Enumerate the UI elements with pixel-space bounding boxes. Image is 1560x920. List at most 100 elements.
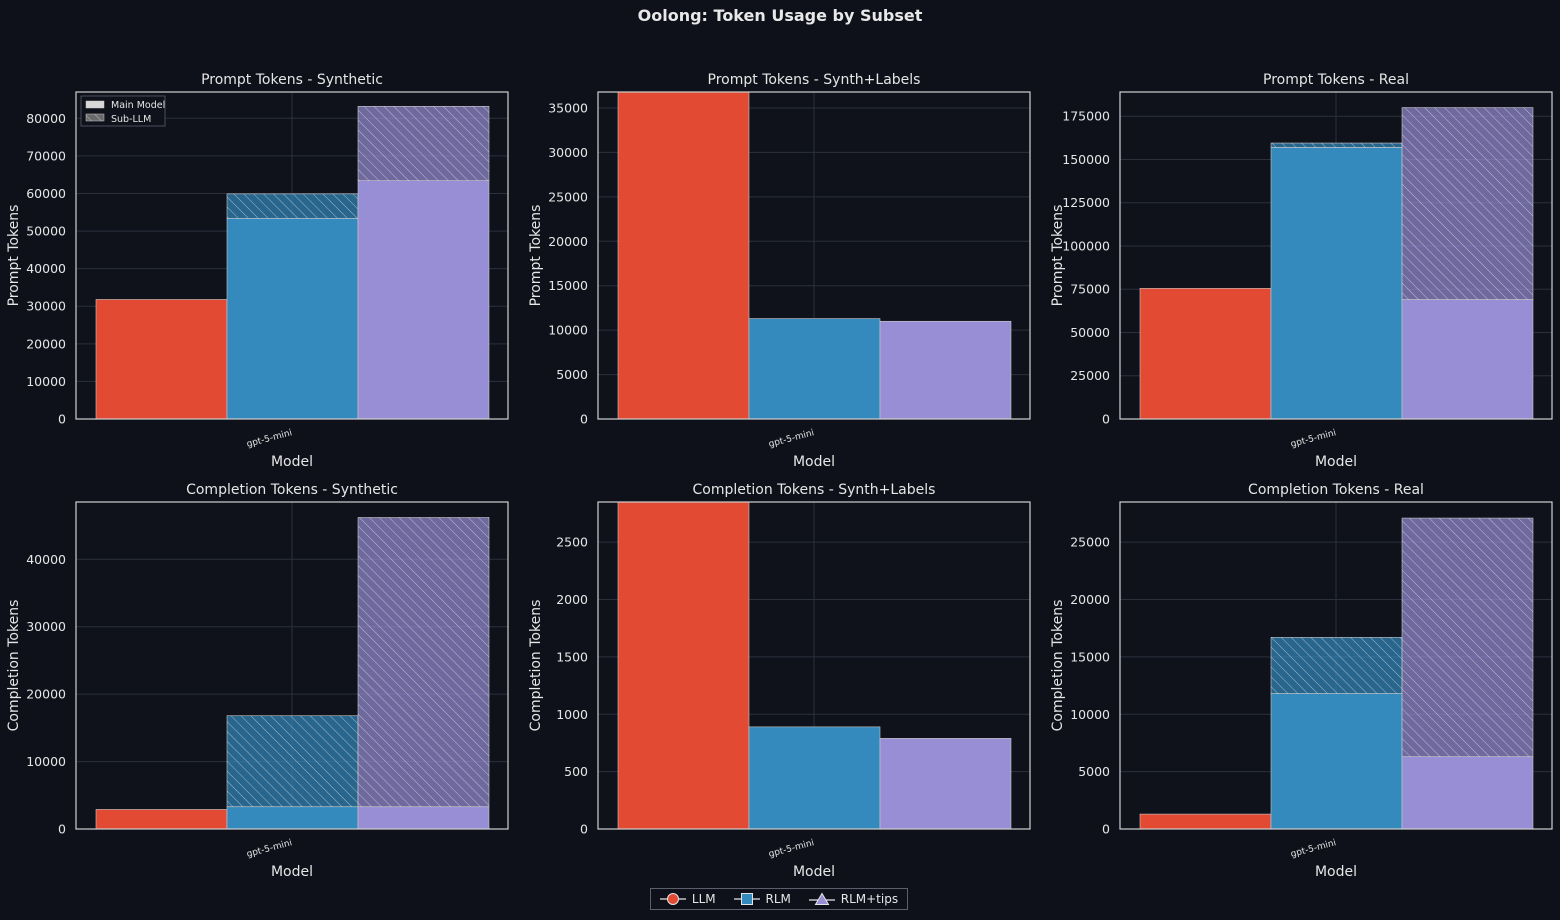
y-tick-label: 1000 — [556, 707, 588, 722]
y-tick-label: 15000 — [548, 278, 588, 293]
legend-label-sub-llm: Sub-LLM — [111, 114, 151, 125]
y-tick-label: 70000 — [26, 148, 66, 163]
bar-rlm-tips-main — [357, 806, 490, 830]
subplot-title: Prompt Tokens - Synth+Labels — [708, 72, 921, 88]
plot-frame — [1119, 91, 1553, 420]
subplot-6: 0 5000 10000 15000 20000 25000 gpt-5-mini Compl… — [1050, 482, 1553, 880]
plot-frame — [597, 91, 1031, 420]
y-axis-label: Completion Tokens — [6, 600, 22, 732]
y-tick-label: 25000 — [548, 189, 588, 204]
sub-llm-hatch — [86, 114, 104, 121]
y-tick-label: 100000 — [1062, 238, 1110, 253]
y-tick-label: 10000 — [1070, 707, 1110, 722]
bar-hatch — [1271, 637, 1402, 694]
y-tick-label: 50000 — [26, 224, 66, 239]
x-tick-label: gpt-5-mini — [246, 838, 294, 860]
y-tick-label: 25000 — [1070, 535, 1110, 550]
y-tick-label: 20000 — [548, 234, 588, 249]
y-tick-label: 10000 — [26, 754, 66, 769]
y-tick-label: 15000 — [1070, 649, 1110, 664]
subplot-title: Completion Tokens - Real — [1248, 482, 1424, 498]
triangle-marker-icon — [808, 892, 835, 905]
x-axis-label: Model — [1315, 864, 1357, 880]
y-tick-label: 0 — [580, 822, 588, 837]
y-tick-label: 20000 — [1070, 592, 1110, 607]
y-tick-label: 1500 — [556, 649, 588, 664]
y-tick-label: 0 — [58, 412, 66, 427]
subplot-2: 0 5000 10000 15000 20000 25000 30000 35000 gpt-5… — [528, 72, 1031, 470]
y-axis-label: Prompt Tokens — [6, 205, 22, 307]
y-axis-label: Prompt Tokens — [1050, 205, 1066, 307]
legend-item-llm: LLM — [659, 892, 716, 906]
subplot-1: 0 10000 20000 30000 40000 50000 60000 70000 8000… — [6, 72, 509, 470]
legend-label-llm: LLM — [691, 892, 716, 906]
subplot-5: 0 500 1000 1500 2000 2500 gpt-5-mini Completion… — [528, 482, 1031, 880]
legend-label-rlm-tips: RLM+tips — [840, 892, 899, 906]
y-tick-label: 5000 — [556, 367, 588, 382]
bar-hatch — [358, 517, 489, 807]
plot-frame — [75, 501, 509, 830]
subplot-title: Completion Tokens - Synth+Labels — [693, 482, 936, 498]
square-marker-icon — [733, 893, 760, 905]
legend-label-main-model: Main Model — [111, 100, 165, 111]
y-tick-label: 20000 — [26, 336, 66, 351]
bar-rlm-tips-main — [1401, 756, 1534, 830]
bar-hatch — [227, 193, 358, 219]
x-axis-label: Model — [793, 864, 835, 880]
bar-llm-main — [1139, 813, 1272, 830]
y-tick-label: 20000 — [26, 687, 66, 702]
y-axis-label: Completion Tokens — [528, 600, 544, 732]
x-tick-label: gpt-5-mini — [1290, 838, 1338, 860]
y-tick-label: 10000 — [26, 374, 66, 389]
bar-hatch — [1402, 518, 1533, 757]
y-tick-label: 2000 — [556, 592, 588, 607]
bar-llm-main — [95, 299, 228, 420]
subplot-title: Prompt Tokens - Synthetic — [201, 72, 383, 88]
plot-frame — [75, 91, 509, 420]
y-tick-label: 35000 — [548, 100, 588, 115]
y-tick-label: 2500 — [556, 535, 588, 550]
subplot-4: 0 10000 20000 30000 40000 gpt-5-mini Completio… — [6, 482, 509, 880]
bar-rlm-main — [748, 318, 881, 420]
x-tick-label: gpt-5-mini — [246, 428, 294, 450]
y-tick-label: 0 — [1102, 412, 1110, 427]
bar-llm-main — [617, 501, 750, 830]
bar-llm-main — [617, 91, 750, 420]
main-model-swatch-icon — [85, 100, 105, 109]
y-tick-label: 30000 — [26, 299, 66, 314]
legend-item-rlm: RLM — [733, 892, 791, 906]
y-tick-label: 25000 — [1070, 368, 1110, 383]
y-tick-label: 30000 — [26, 619, 66, 634]
y-tick-label: 10000 — [548, 323, 588, 338]
y-tick-label: 40000 — [26, 261, 66, 276]
subplot-title: Prompt Tokens - Real — [1263, 72, 1409, 88]
x-tick-label: gpt-5-mini — [768, 428, 816, 450]
x-axis-label: Model — [1315, 454, 1357, 470]
bar-rlm-main — [226, 806, 359, 830]
y-tick-label: 150000 — [1062, 152, 1110, 167]
x-axis-label: Model — [793, 454, 835, 470]
style-legend: Main Model Sub-LLM — [80, 95, 166, 127]
bar-rlm-tips-main — [1401, 299, 1534, 420]
bar-hatch — [1402, 107, 1533, 300]
x-axis-label: Model — [271, 864, 313, 880]
y-tick-label: 5000 — [1078, 764, 1110, 779]
y-tick-label: 80000 — [26, 111, 66, 126]
subplot-title: Completion Tokens - Synthetic — [186, 482, 398, 498]
bar-hatch — [358, 106, 489, 181]
bar-hatch — [227, 715, 358, 807]
bar-llm-main — [1139, 288, 1272, 420]
plot-frame — [1119, 501, 1553, 830]
bar-rlm-main — [1270, 147, 1403, 420]
y-axis-label: Completion Tokens — [1050, 600, 1066, 732]
y-tick-label: 75000 — [1070, 282, 1110, 297]
x-tick-label: gpt-5-mini — [768, 838, 816, 860]
figure-title: Oolong: Token Usage by Subset — [637, 6, 923, 25]
y-tick-label: 50000 — [1070, 325, 1110, 340]
y-tick-label: 40000 — [26, 552, 66, 567]
subplot-3: 0 25000 50000 75000 100000 125000 150000 175000… — [1050, 72, 1553, 470]
plot-frame — [597, 501, 1031, 830]
y-tick-label: 500 — [564, 764, 588, 779]
bar-rlm-tips-main — [357, 180, 490, 420]
